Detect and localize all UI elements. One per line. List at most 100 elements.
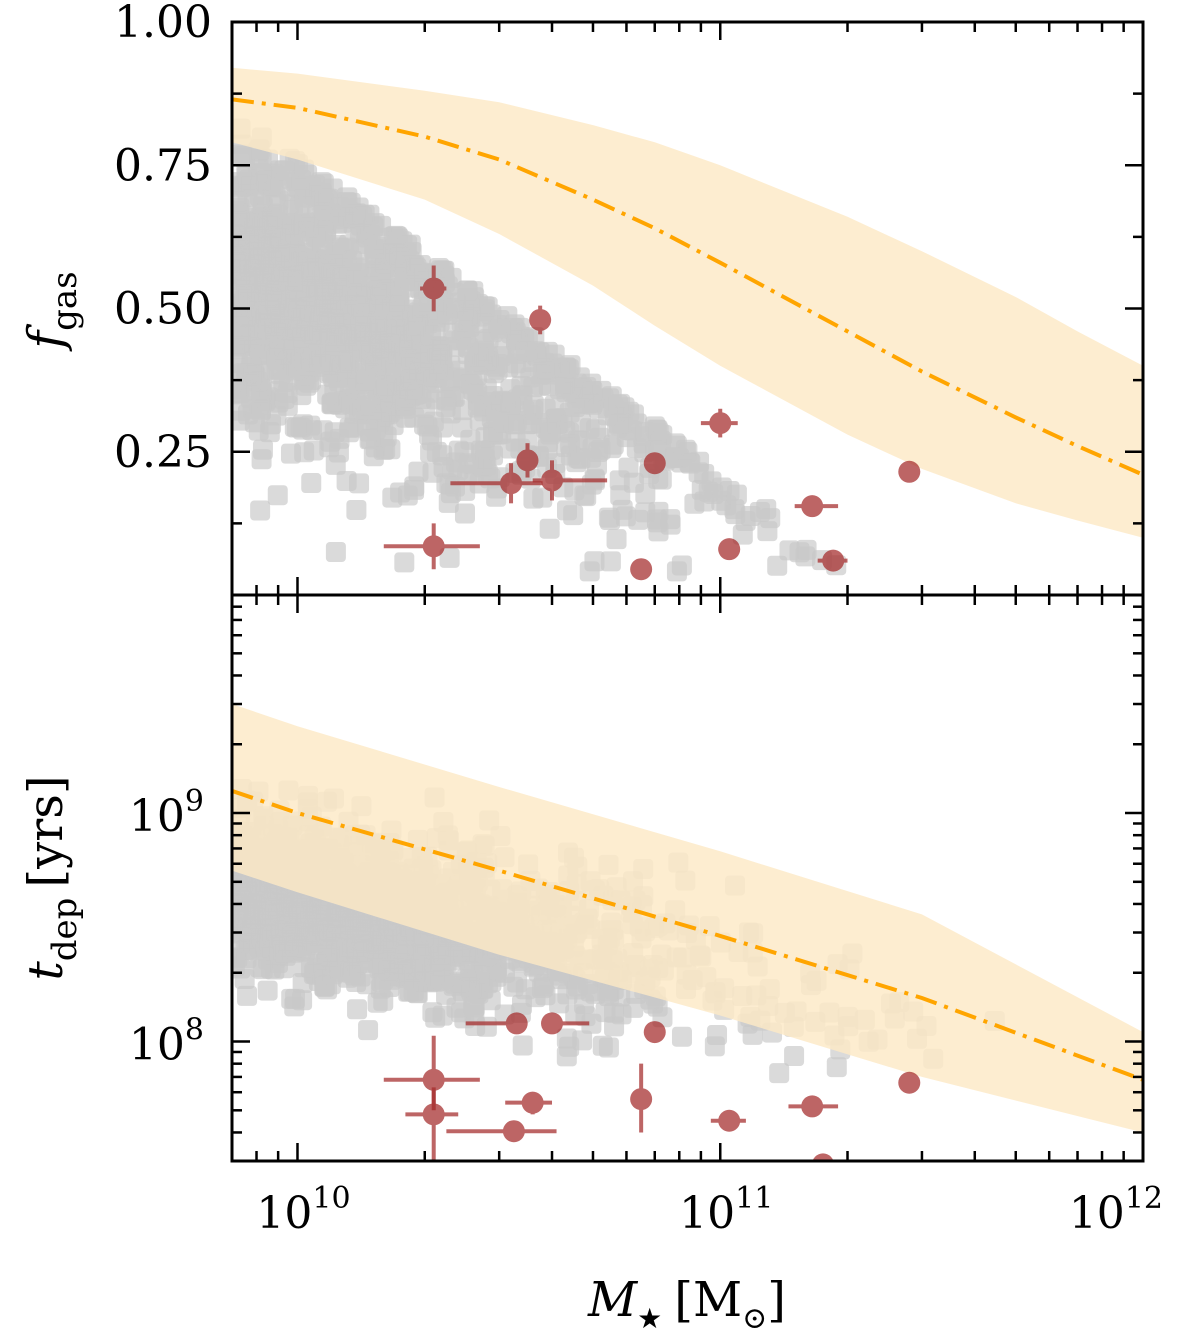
sim-galaxy-point bbox=[559, 1036, 580, 1057]
sim-galaxy-point bbox=[567, 976, 588, 997]
sim-galaxy-point bbox=[232, 336, 245, 357]
sim-galaxy-point bbox=[292, 972, 313, 993]
sim-galaxy-point bbox=[292, 325, 313, 346]
observed-galaxy-marker bbox=[812, 1153, 834, 1161]
sim-galaxy-point bbox=[454, 320, 475, 341]
sim-galaxy-point bbox=[432, 1005, 453, 1026]
sim-galaxy-point bbox=[400, 369, 421, 390]
bottom-y-tick-label: 108 bbox=[129, 1013, 204, 1071]
sim-galaxy-point bbox=[286, 417, 307, 438]
top-y-tick-label: 0.75 bbox=[114, 140, 212, 191]
observed-galaxy-marker bbox=[502, 1120, 525, 1143]
sim-galaxy-point bbox=[364, 244, 385, 265]
sim-galaxy-point bbox=[394, 927, 415, 948]
sim-galaxy-point bbox=[253, 240, 274, 261]
observed-galaxy bbox=[630, 1063, 653, 1133]
sim-galaxy-point bbox=[490, 320, 511, 341]
sim-galaxy-point bbox=[236, 948, 257, 969]
sim-galaxy-point bbox=[475, 448, 496, 469]
top-y-tick-label: 0.25 bbox=[114, 427, 212, 478]
sim-galaxy-point bbox=[239, 256, 260, 277]
bottom-y-axis-title: tdep[yrs] bbox=[18, 775, 85, 980]
observed-galaxy-marker bbox=[500, 472, 523, 495]
observed-galaxy bbox=[541, 1012, 590, 1035]
sim-galaxy-point bbox=[234, 289, 255, 310]
observed-galaxy-marker bbox=[541, 1012, 564, 1035]
x-tick-labels: 1010 1011 1012 bbox=[256, 1181, 1163, 1239]
sim-galaxy-point bbox=[437, 303, 458, 324]
sim-galaxy-point bbox=[293, 957, 314, 978]
sim-galaxy-point bbox=[320, 294, 341, 315]
sim-galaxy-point bbox=[581, 447, 602, 468]
sim-galaxy-point bbox=[347, 999, 368, 1020]
sim-galaxy-point bbox=[385, 243, 406, 264]
sim-galaxy-point bbox=[598, 507, 619, 528]
sim-galaxy-point bbox=[393, 390, 414, 411]
sim-galaxy-point bbox=[477, 296, 498, 317]
sim-galaxy-point bbox=[505, 431, 526, 452]
sim-galaxy-point bbox=[406, 258, 427, 279]
observed-galaxy-marker bbox=[643, 1021, 666, 1044]
sim-galaxy-point bbox=[544, 395, 565, 416]
sim-galaxy-point bbox=[318, 188, 339, 209]
sim-galaxy-point bbox=[251, 449, 272, 470]
top-simulation-points bbox=[232, 118, 847, 582]
sim-galaxy-point bbox=[559, 402, 580, 423]
top-panel: 0.25 0.50 0.75 1.00 fgas bbox=[18, 0, 1145, 597]
sim-galaxy-point bbox=[232, 144, 252, 165]
sim-galaxy-point bbox=[586, 419, 607, 440]
sim-galaxy-point bbox=[440, 403, 461, 424]
sim-galaxy-point bbox=[292, 990, 313, 1011]
sim-galaxy-point bbox=[463, 997, 484, 1018]
sim-galaxy-point bbox=[356, 368, 377, 389]
sim-galaxy-point bbox=[358, 1020, 379, 1041]
sim-galaxy-point bbox=[671, 1026, 692, 1047]
sim-galaxy-point bbox=[500, 379, 521, 400]
observed-galaxy bbox=[898, 460, 921, 483]
sim-galaxy-point bbox=[241, 365, 262, 386]
sim-galaxy-point bbox=[338, 350, 359, 371]
observed-galaxy bbox=[465, 1012, 528, 1035]
sim-galaxy-point bbox=[540, 424, 561, 445]
sim-galaxy-point bbox=[236, 304, 257, 325]
sim-galaxy-point bbox=[394, 552, 415, 573]
sim-galaxy-point bbox=[597, 982, 618, 1003]
sim-galaxy-point bbox=[245, 882, 266, 903]
sim-galaxy-point bbox=[237, 985, 258, 1006]
sim-galaxy-point bbox=[600, 551, 621, 572]
top-y-tick-labels: 0.25 0.50 0.75 1.00 bbox=[114, 0, 212, 478]
observed-galaxy bbox=[450, 463, 543, 504]
observed-galaxy-marker bbox=[898, 1071, 921, 1094]
sim-galaxy-point bbox=[789, 542, 810, 563]
sim-galaxy-point bbox=[757, 521, 778, 542]
observed-galaxy bbox=[710, 1109, 746, 1132]
sim-galaxy-point bbox=[325, 542, 346, 563]
sim-galaxy-point bbox=[525, 341, 546, 362]
sim-galaxy-point bbox=[417, 416, 438, 437]
observed-galaxy-marker bbox=[709, 412, 732, 435]
sim-galaxy-point bbox=[371, 957, 392, 978]
sim-galaxy-point bbox=[742, 1024, 763, 1045]
sim-galaxy-point bbox=[274, 160, 295, 181]
sim-galaxy-point bbox=[300, 921, 321, 942]
sim-galaxy-point bbox=[405, 315, 426, 336]
sim-galaxy-point bbox=[449, 972, 470, 993]
sim-galaxy-point bbox=[691, 479, 712, 500]
x-axis-title: M★ [M⊙] bbox=[587, 1272, 786, 1336]
sim-galaxy-point bbox=[512, 1035, 533, 1056]
observed-galaxy-marker bbox=[630, 1088, 653, 1111]
sim-galaxy-point bbox=[336, 191, 357, 212]
sim-galaxy-point bbox=[556, 437, 577, 458]
observed-galaxy bbox=[383, 523, 480, 570]
sim-galaxy-point bbox=[267, 882, 288, 903]
sim-galaxy-point bbox=[238, 904, 259, 925]
sim-galaxy-point bbox=[582, 381, 603, 402]
sim-galaxy-point bbox=[352, 206, 373, 227]
observed-galaxy-marker bbox=[541, 469, 564, 492]
sim-galaxy-point bbox=[303, 440, 324, 461]
sim-galaxy-point bbox=[532, 487, 553, 508]
sim-galaxy-point bbox=[367, 992, 388, 1013]
sim-galaxy-point bbox=[330, 258, 351, 279]
sim-galaxy-point bbox=[565, 1004, 586, 1025]
